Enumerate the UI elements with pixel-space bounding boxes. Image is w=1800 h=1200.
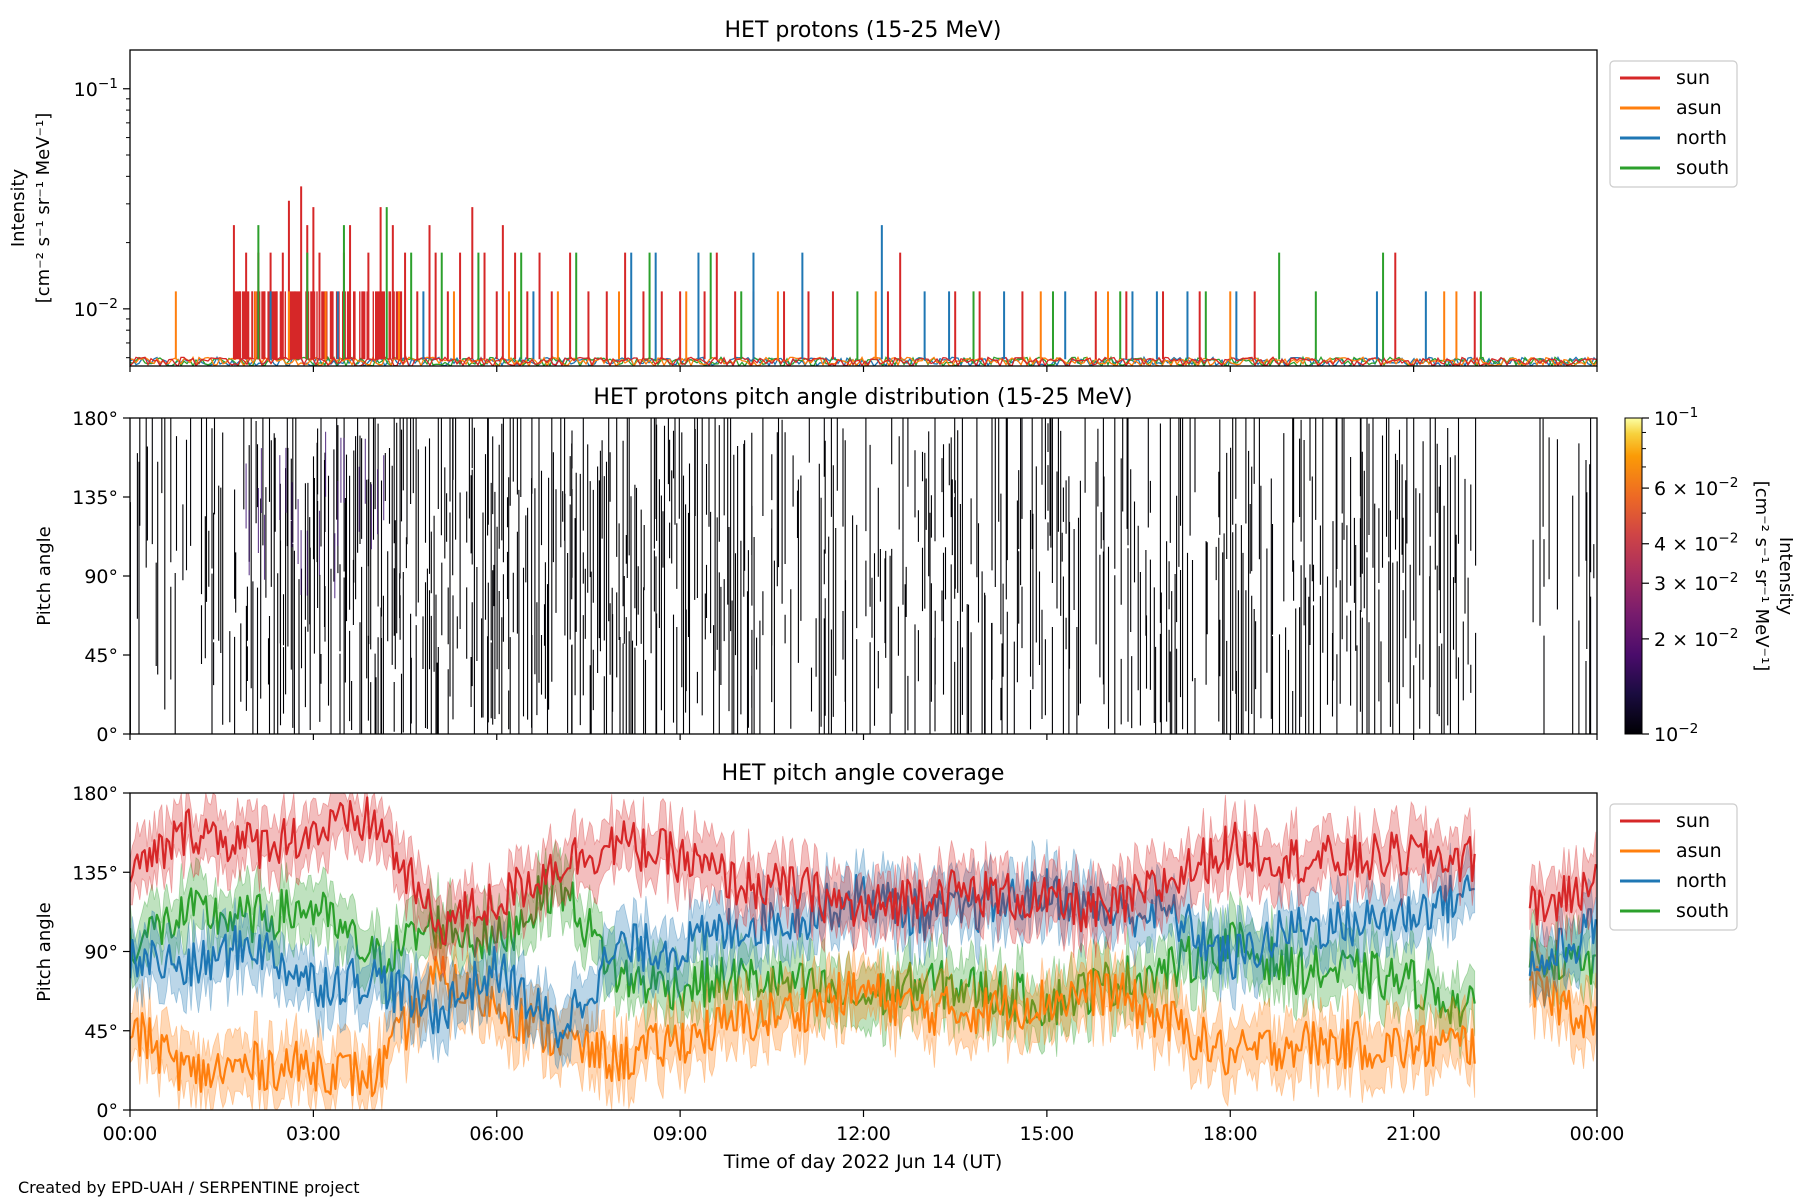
colorbar-label-line2: [cm⁻² s⁻¹ sr⁻¹ MeV⁻¹] — [1751, 481, 1772, 672]
legend-box — [1609, 803, 1738, 931]
panel3-x-axis: 00:00 03:00 06:00 09:00 12:00 15:00 18:00 21:00… — [103, 1110, 1625, 1145]
panel1-y-axis: 10−2 10−1 — [74, 76, 130, 359]
y-tick-label: 135° — [72, 862, 118, 884]
legend-label-north: north — [1676, 127, 1727, 149]
x-tick-label: 09:00 — [653, 1123, 708, 1145]
colorbar-tick-label: 10−1 — [1654, 405, 1698, 430]
line-asun — [130, 955, 1476, 1098]
line-south — [130, 864, 1476, 1028]
band-asun — [130, 925, 1476, 1110]
legend-label-asun: asun — [1676, 840, 1722, 862]
panel-coverage: HET pitch angle coverage 0° 45° 90° 135° 180… — [34, 761, 1738, 1173]
panel1-ylabel-line1: Intensity — [8, 168, 29, 247]
x-tick-label: 15:00 — [1019, 1123, 1074, 1145]
pad-marks — [130, 418, 1595, 734]
band-north — [130, 839, 1476, 1071]
panel1-title: HET protons (15-25 MeV) — [725, 18, 1002, 43]
x-tick-label: 00:00 — [1570, 1123, 1625, 1145]
panel-pad: HET protons pitch angle distribution (15… — [34, 385, 1796, 746]
panel2-heatmap — [130, 418, 1595, 734]
legend-label-south: south — [1676, 157, 1729, 179]
colorbar-tick-label: 3 × 10−2 — [1654, 570, 1738, 595]
panel1-legend: sun asun north south — [1609, 60, 1738, 188]
panel1-x-ticks — [129, 366, 1598, 372]
y-tick-label: 90° — [84, 942, 118, 964]
legend-box — [1609, 60, 1738, 188]
y-tick-label: 0° — [96, 1100, 118, 1122]
colorbar — [1624, 417, 1643, 735]
panel3-title: HET pitch angle coverage — [722, 761, 1005, 786]
line-asun — [1528, 965, 1597, 1039]
line-north — [130, 868, 1475, 1049]
panel2-x-ticks — [129, 734, 1598, 740]
colorbar-ticks: 10−1 6 × 10−2 4 × 10−2 3 × 10−2 2 × 10−2 10−2 — [1642, 405, 1738, 746]
y-tick-label: 45° — [84, 645, 118, 667]
x-tick-label: 06:00 — [469, 1123, 524, 1145]
y-tick-label: 180° — [72, 783, 118, 805]
panel2-title: HET protons pitch angle distribution (15… — [593, 385, 1132, 410]
panel-intensity: HET protons (15-25 MeV) 10−2 10−1 Intensi… — [8, 18, 1738, 372]
panel3-y-axis: 0° 45° 90° 135° 180° — [72, 783, 130, 1122]
y-tick-label: 10−1 — [74, 76, 118, 101]
panel1-ylabel-line2: [cm⁻² s⁻¹ sr⁻¹ MeV⁻¹] — [33, 113, 54, 304]
x-tick-label: 21:00 — [1386, 1123, 1441, 1145]
legend-label-north: north — [1676, 870, 1727, 892]
colorbar-tick-label: 4 × 10−2 — [1654, 531, 1738, 556]
legend-label-sun: sun — [1676, 67, 1710, 89]
y-tick-label: 45° — [84, 1021, 118, 1043]
y-tick-label: 10−2 — [74, 296, 118, 321]
y-tick-label: 0° — [96, 724, 118, 746]
colorbar-tick-label: 10−2 — [1654, 721, 1698, 746]
x-tick-label: 18:00 — [1203, 1123, 1258, 1145]
pad-marks-elevated — [245, 431, 385, 599]
x-axis-label: Time of day 2022 Jun 14 (UT) — [723, 1151, 1003, 1173]
panel3-series — [130, 793, 1597, 1110]
baseline-sun — [130, 355, 1597, 366]
y-tick-label: 135° — [72, 487, 118, 509]
line-sun — [1528, 863, 1597, 926]
line-north — [1528, 908, 1597, 977]
legend-label-sun: sun — [1676, 810, 1710, 832]
legend-label-asun: asun — [1676, 97, 1722, 119]
panel2-y-axis: 0° 45° 90° 135° 180° — [72, 408, 130, 746]
x-tick-label: 00:00 — [103, 1123, 158, 1145]
y-tick-label: 180° — [72, 408, 118, 430]
footer-credit: Created by EPD-UAH / SERPENTINE project — [18, 1178, 360, 1197]
panel3-ylabel: Pitch angle — [34, 902, 55, 1001]
legend-label-south: south — [1676, 900, 1729, 922]
colorbar-label-line1: Intensity — [1775, 537, 1796, 616]
x-tick-label: 03:00 — [286, 1123, 341, 1145]
line-sun — [130, 796, 1476, 946]
band-south — [130, 841, 1476, 1060]
x-tick-label: 12:00 — [836, 1123, 891, 1145]
colorbar-tick-label: 2 × 10−2 — [1654, 626, 1738, 651]
colorbar-tick-label: 6 × 10−2 — [1654, 475, 1738, 500]
panel3-legend: sun asun north south — [1609, 803, 1738, 931]
y-tick-label: 90° — [84, 566, 118, 588]
panel1-series — [130, 186, 1597, 366]
panel2-ylabel: Pitch angle — [34, 526, 55, 625]
